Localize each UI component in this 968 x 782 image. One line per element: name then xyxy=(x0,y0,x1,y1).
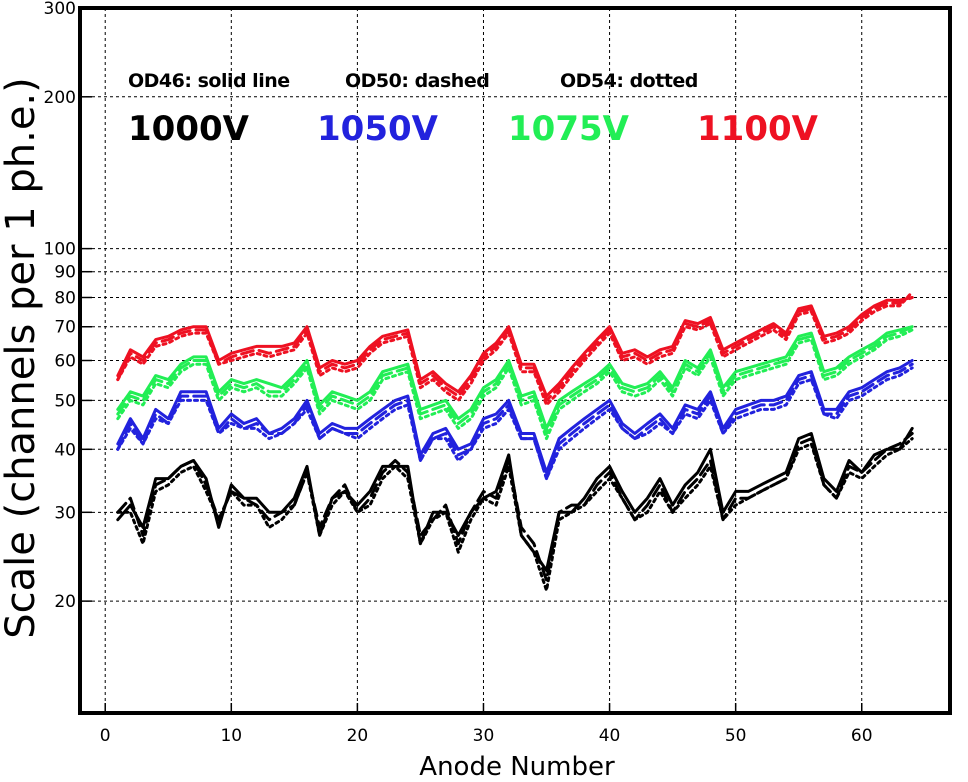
y-tick-label: 60 xyxy=(54,352,76,372)
y-tick-label: 30 xyxy=(54,503,76,523)
series-layer xyxy=(116,290,914,592)
tick-labels: 0 10 20 30 40 50 60 20 30 40 50 60 70 80 90 100 200 300 xyxy=(44,0,873,746)
series-line-1075v-od54 xyxy=(116,328,914,441)
x-tick-label: 60 xyxy=(851,726,873,746)
y-tick-label: 300 xyxy=(44,0,76,19)
annotation-od54: OD54: dotted xyxy=(560,70,698,92)
annotation-od50: OD50: dashed xyxy=(345,70,489,92)
voltage-label-1100: 1100V xyxy=(697,109,819,149)
voltage-label-1000: 1000V xyxy=(128,109,250,149)
series-line-1100v-od54 xyxy=(116,290,914,407)
x-tick-label: 10 xyxy=(220,726,242,746)
x-tick-label: 0 xyxy=(100,726,111,746)
voltage-label-1050: 1050V xyxy=(317,109,439,149)
series-line-1000v-od50 xyxy=(116,432,914,582)
y-tick-label: 20 xyxy=(54,592,76,612)
annotation-od46: OD46: solid line xyxy=(128,70,290,92)
x-tick-label: 50 xyxy=(725,726,747,746)
y-tick-label: 70 xyxy=(54,318,76,338)
plot-frame xyxy=(78,6,952,715)
x-tick-label: 30 xyxy=(473,726,495,746)
y-tick-label: 40 xyxy=(54,440,76,460)
series-line-1050v-od46 xyxy=(116,359,914,474)
y-tick-label: 100 xyxy=(44,240,76,260)
x-tick-label: 40 xyxy=(599,726,621,746)
x-tick-label: 20 xyxy=(347,726,369,746)
y-tick-label: 50 xyxy=(54,391,76,411)
x-axis-label: Anode Number xyxy=(419,752,615,782)
y-tick-label: 90 xyxy=(54,263,76,283)
series-line-1000v-od54 xyxy=(116,437,914,592)
y-tick-label: 200 xyxy=(44,88,76,108)
voltage-label-1075: 1075V xyxy=(508,109,630,149)
y-axis-label: Scale (channels per 1 ph.e.) xyxy=(0,77,44,638)
y-tick-label: 80 xyxy=(54,288,76,308)
series-line-1050v-od54 xyxy=(116,366,914,481)
